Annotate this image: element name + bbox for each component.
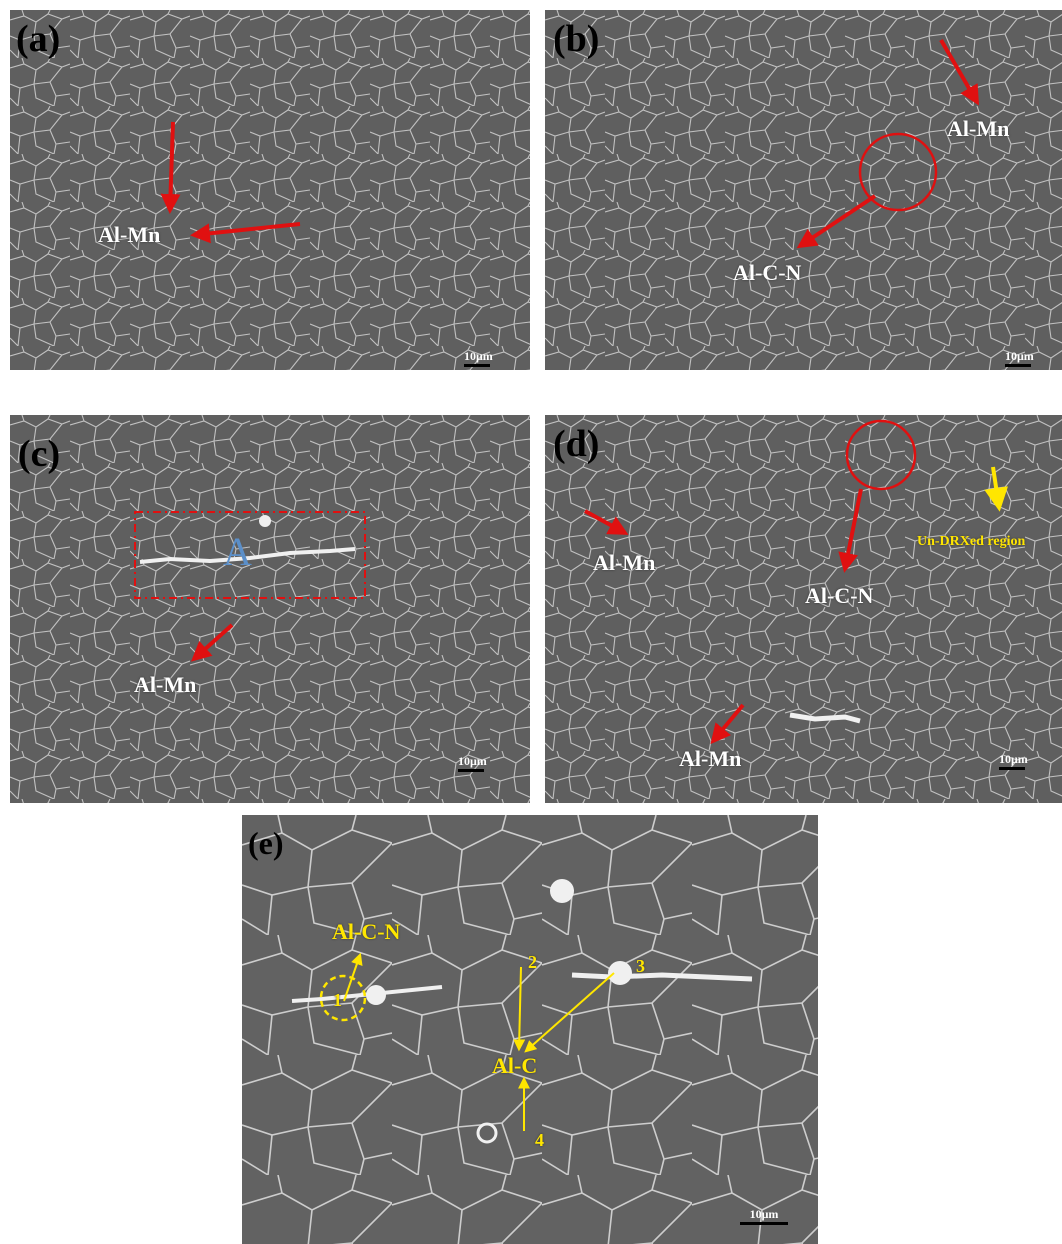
sem-micrograph-c bbox=[10, 415, 530, 803]
scale-bar-c: 10μm bbox=[458, 755, 487, 772]
panel-label-e: (e) bbox=[248, 825, 284, 861]
label-al-mn: Al-Mn bbox=[134, 672, 197, 697]
sem-micrograph-a bbox=[10, 10, 530, 370]
label-al-c-n: Al-C-N bbox=[733, 260, 802, 285]
panel-label-c: (c) bbox=[18, 433, 61, 475]
panel-d: (d) Al-Mn Al-C-N Un-DRXed region Al-Mn 1… bbox=[545, 415, 1062, 803]
label-al-c: Al-C bbox=[492, 1053, 538, 1078]
label-un-drxed-region: Un-DRXed region bbox=[917, 534, 1026, 549]
sem-micrograph-b bbox=[545, 10, 1062, 370]
panel-a: (a) Al-Mn 10μm bbox=[10, 10, 530, 370]
panel-label-d: (d) bbox=[553, 423, 600, 465]
label-al-c-n: Al-C-N bbox=[332, 919, 401, 944]
point-4: 4 bbox=[535, 1130, 544, 1150]
label-al-mn: Al-Mn bbox=[593, 550, 656, 575]
scale-bar-a: 10μm bbox=[464, 350, 493, 367]
panel-c: (c) A Al-Mn 10μm bbox=[10, 415, 530, 803]
panel-e: (e) Al-C-N Al-C 1 2 3 4 10μm bbox=[242, 815, 818, 1244]
scale-bar-d: 10μm bbox=[999, 753, 1028, 770]
sem-micrograph-d bbox=[545, 415, 1062, 803]
point-1: 1 bbox=[333, 990, 342, 1010]
box-label-a: A bbox=[223, 529, 252, 574]
scale-bar-b: 10μm bbox=[1005, 350, 1034, 367]
sem-micrograph-e bbox=[242, 815, 818, 1244]
point-3: 3 bbox=[636, 956, 645, 976]
panel-label-b: (b) bbox=[553, 18, 600, 60]
scale-bar-e: 10μm bbox=[740, 1208, 788, 1225]
label-al-mn: Al-Mn bbox=[947, 116, 1010, 141]
label-al-c-n: Al-C-N bbox=[805, 583, 874, 608]
point-2: 2 bbox=[528, 952, 537, 972]
label-al-mn-lower: Al-Mn bbox=[679, 746, 742, 771]
panel-label-a: (a) bbox=[16, 18, 61, 60]
panel-b: (b) Al-Mn Al-C-N 10μm bbox=[545, 10, 1062, 370]
label-al-mn: Al-Mn bbox=[98, 222, 161, 247]
